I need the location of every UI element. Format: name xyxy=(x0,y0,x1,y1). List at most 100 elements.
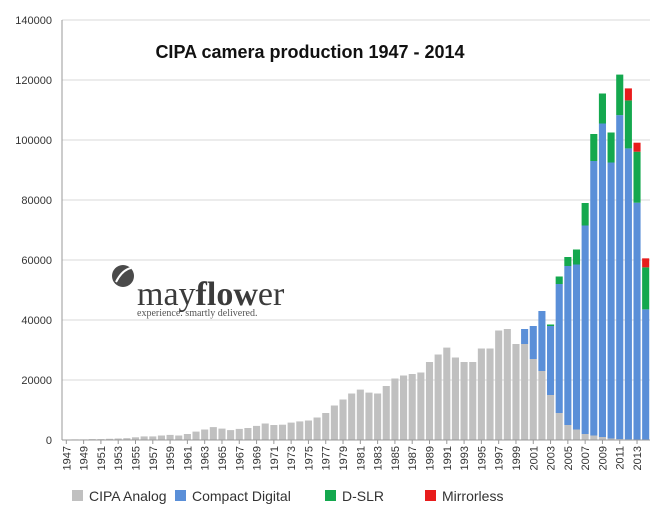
mayflower-logo: mayflower experience. smartly delivered. xyxy=(112,265,285,319)
x-tick-label: 1975 xyxy=(303,446,315,470)
bar-cipa-analog xyxy=(460,362,468,440)
bar-compact-digital xyxy=(607,162,615,439)
bar-d-slr xyxy=(581,203,589,226)
bar-cipa-analog xyxy=(469,362,477,440)
bar-cipa-analog xyxy=(374,393,382,440)
bar-cipa-analog xyxy=(244,428,252,440)
bar-compact-digital xyxy=(572,264,581,430)
y-tick-label: 80000 xyxy=(21,195,52,207)
bar-cipa-analog xyxy=(131,437,140,440)
x-tick-label: 1961 xyxy=(182,446,194,470)
x-tick-label: 1973 xyxy=(286,446,298,470)
bar-cipa-analog xyxy=(400,375,408,440)
bar-cipa-analog xyxy=(175,435,183,440)
legend: CIPA Analog Compact Digital D-SLR Mirrorles… xyxy=(72,488,503,504)
bar-cipa-analog xyxy=(408,374,416,440)
x-tick-label: 2001 xyxy=(528,446,540,470)
logo-name-part2: flow xyxy=(196,276,259,313)
bar-mirrorless xyxy=(633,142,641,152)
x-tick-label: 1991 xyxy=(442,446,454,470)
logo-tagline: experience. smartly delivered. xyxy=(137,308,258,319)
bar-cipa-analog xyxy=(598,437,606,440)
x-axis-ticks: 1947 1949 1951 1953 1955 1957 1959 1961 1963 1965… xyxy=(61,440,644,470)
x-tick-label: 2003 xyxy=(546,446,558,470)
bar-d-slr xyxy=(598,93,606,124)
x-tick-label: 2007 xyxy=(580,446,592,470)
legend-swatch-d-slr xyxy=(325,490,336,501)
chart-title: CIPA camera production 1947 - 2014 xyxy=(155,42,464,62)
x-tick-label: 1981 xyxy=(355,446,367,470)
bar-compact-digital xyxy=(555,284,563,413)
bar-cipa-analog xyxy=(529,359,537,440)
bar-d-slr xyxy=(642,267,650,310)
bar-cipa-analog xyxy=(209,427,217,440)
bar-cipa-analog xyxy=(278,424,287,440)
bar-cipa-analog xyxy=(339,399,347,440)
bar-d-slr xyxy=(590,134,598,161)
bar-cipa-analog xyxy=(564,425,572,440)
x-tick-label: 1989 xyxy=(425,446,437,470)
y-tick-label: 0 xyxy=(46,435,52,447)
bar-cipa-analog xyxy=(503,329,511,440)
bar-cipa-analog xyxy=(495,330,503,440)
bar-cipa-analog xyxy=(607,438,615,440)
x-tick-label: 1965 xyxy=(217,446,229,470)
bar-compact-digital xyxy=(529,326,537,359)
bar-d-slr xyxy=(547,324,555,326)
x-tick-label: 2013 xyxy=(632,446,644,470)
x-tick-label: 1969 xyxy=(252,446,264,470)
bar-d-slr xyxy=(607,132,615,163)
bar-cipa-analog xyxy=(149,436,157,440)
x-tick-label: 1987 xyxy=(407,446,419,470)
logo-name-part1: may xyxy=(137,276,196,313)
y-tick-label: 40000 xyxy=(21,315,52,327)
bar-compact-digital xyxy=(590,161,598,436)
bar-cipa-analog xyxy=(166,434,174,440)
bars xyxy=(62,74,650,440)
bar-compact-digital xyxy=(547,326,555,395)
logo-name-part3: er xyxy=(258,276,285,313)
bar-cipa-analog xyxy=(261,423,269,440)
bar-cipa-analog xyxy=(218,428,226,440)
bar-cipa-analog xyxy=(477,348,485,440)
x-tick-label: 1959 xyxy=(165,446,177,470)
y-tick-label: 120000 xyxy=(15,75,52,87)
bar-cipa-analog xyxy=(322,413,330,440)
logo-wordmark: mayflower xyxy=(137,276,285,313)
bar-cipa-analog xyxy=(443,347,451,440)
bar-compact-digital xyxy=(598,123,606,437)
x-tick-label: 2009 xyxy=(597,446,609,470)
bar-cipa-analog xyxy=(451,357,459,440)
bar-cipa-analog xyxy=(235,428,243,440)
bar-cipa-analog xyxy=(538,371,546,440)
bar-cipa-analog xyxy=(547,395,555,440)
x-tick-label: 1963 xyxy=(200,446,212,470)
bar-compact-digital xyxy=(564,266,572,425)
bar-compact-digital xyxy=(521,329,529,344)
legend-label-d-slr: D-SLR xyxy=(342,488,384,504)
legend-swatch-cipa-analog xyxy=(72,490,83,501)
x-tick-label: 1983 xyxy=(373,446,385,470)
bar-d-slr xyxy=(616,74,624,116)
x-tick-label: 1993 xyxy=(459,446,471,470)
bar-cipa-analog xyxy=(434,354,442,440)
x-tick-label: 1957 xyxy=(148,446,160,470)
x-tick-label: 1947 xyxy=(61,446,73,470)
bar-cipa-analog xyxy=(253,425,261,440)
bar-cipa-analog xyxy=(512,344,520,440)
bar-cipa-analog xyxy=(572,429,581,440)
x-tick-label: 1953 xyxy=(113,446,125,470)
bar-d-slr xyxy=(572,249,581,265)
bar-compact-digital xyxy=(616,115,624,440)
bar-cipa-analog xyxy=(201,429,209,440)
bar-cipa-analog xyxy=(106,438,114,440)
bar-cipa-analog xyxy=(296,421,304,440)
bar-cipa-analog xyxy=(555,413,563,440)
x-tick-label: 1951 xyxy=(96,446,108,470)
bar-cipa-analog xyxy=(157,435,165,440)
bar-cipa-analog xyxy=(590,435,598,440)
legend-label-mirrorless: Mirrorless xyxy=(442,488,503,504)
bar-compact-digital xyxy=(538,311,546,371)
bar-cipa-analog xyxy=(192,431,200,440)
x-tick-label: 1971 xyxy=(269,446,281,470)
